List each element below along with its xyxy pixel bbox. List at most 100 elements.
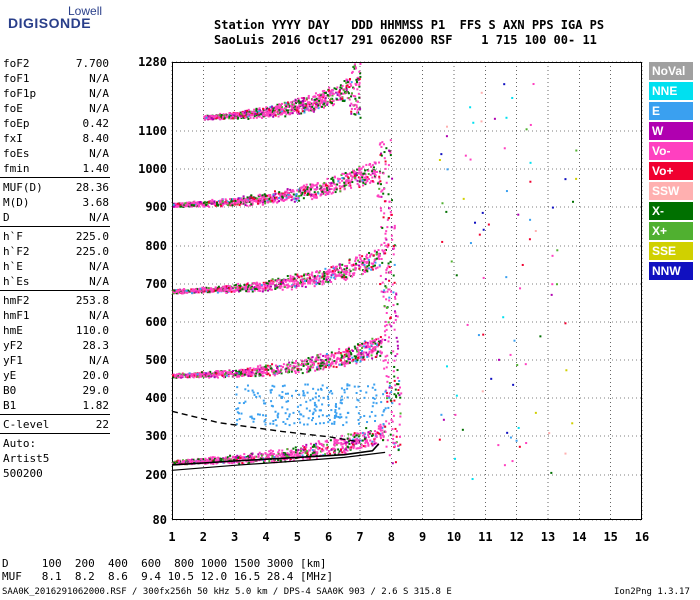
echo-dot [306,280,309,283]
echo-dot [326,443,329,446]
echo-dot [190,201,193,204]
echo-dot [345,268,348,271]
echo-dot [238,372,241,375]
echo-dot [244,204,247,207]
echo-dot [291,103,294,106]
x-tick-label: 6 [325,530,332,544]
echo-dot [281,385,284,388]
echo-dot [367,442,370,445]
echo-dot [358,186,361,189]
echo-dot [310,279,313,282]
echo-dot [343,184,346,187]
echo-dot [355,263,358,266]
echo-dot [343,350,346,353]
echo-dot [313,449,316,452]
echo-dot [256,285,259,288]
param-name: hmE [3,324,23,337]
echo-dot [345,360,348,363]
echo-dot [293,276,296,279]
echo-dot [353,272,356,275]
echo-dot [311,356,314,359]
echo-dot [348,261,351,264]
param-value: N/A [89,72,109,85]
echo-dot [243,201,246,204]
echo-dot [384,407,387,410]
echo-dot [209,372,212,375]
echo-dot [256,288,259,291]
echo-dot [300,359,303,362]
echo-dot [176,290,179,293]
echo-dot [380,209,383,212]
echo-dot [286,101,289,104]
echo-dot [360,259,363,262]
echo-dot [188,201,191,204]
echo-dot [227,372,230,375]
echo-dot [268,197,271,200]
echo-dot [327,421,330,424]
echo-dot [201,373,204,376]
echo-dot [270,114,273,117]
echo-dot [305,98,308,101]
echo-dot [344,270,347,273]
echo-dot [195,374,198,377]
echo-dot [174,374,177,377]
echo-dot [205,201,208,204]
echo-dot [298,282,301,285]
echo-dot [273,200,276,203]
echo-dot [311,109,314,112]
echo-dot [200,460,203,463]
echo-dot [351,181,354,184]
echo-dot [380,340,383,343]
echo-dot [373,172,376,175]
echo-dot [224,376,227,379]
echo-dot [235,284,238,287]
echo-dot [364,444,367,447]
echo-dot [389,151,392,154]
echo-dot [303,189,306,192]
echo-dot [370,442,373,445]
echo-dot [299,189,302,192]
echo-dot [215,201,218,204]
echo-dot [321,190,324,193]
echo-dot [264,423,267,426]
echo-dot [230,200,233,203]
echo-dot [319,97,322,100]
echo-dot [327,190,330,193]
echo-dot [199,372,202,375]
echo-dot [372,180,375,183]
echo-dot [301,107,304,110]
echo-dot [391,402,394,405]
echo-dot [493,117,496,120]
echo-dot [341,185,344,188]
param-row: C-level 22 [0,417,112,432]
echo-dot [391,283,394,286]
echo-dot [257,108,260,111]
echo-dot [367,385,370,388]
param-row: h`F2 225.0 [0,244,112,259]
echo-dot [231,287,234,290]
echo-dot [321,364,324,367]
echo-dot [390,418,393,421]
echo-dot [334,448,337,451]
echo-dot [271,405,274,408]
echo-dot [333,416,336,419]
echo-dot [294,446,297,449]
echo-dot [244,116,247,119]
echo-dot [225,374,228,377]
echo-dot [343,278,346,281]
echo-dot [311,449,314,452]
echo-dot [312,110,315,113]
echo-dot [314,403,317,406]
echo-dot [359,389,362,392]
echo-dot [282,363,285,366]
echo-dot [324,97,327,100]
echo-dot [229,202,232,205]
echo-dot [344,265,347,268]
echo-dot [235,113,238,116]
echo-dot [264,372,267,375]
echo-dot [205,203,208,206]
echo-dot [335,442,338,445]
echo-dot [218,203,221,206]
echo-dot [253,115,256,118]
echo-dot [346,411,349,414]
